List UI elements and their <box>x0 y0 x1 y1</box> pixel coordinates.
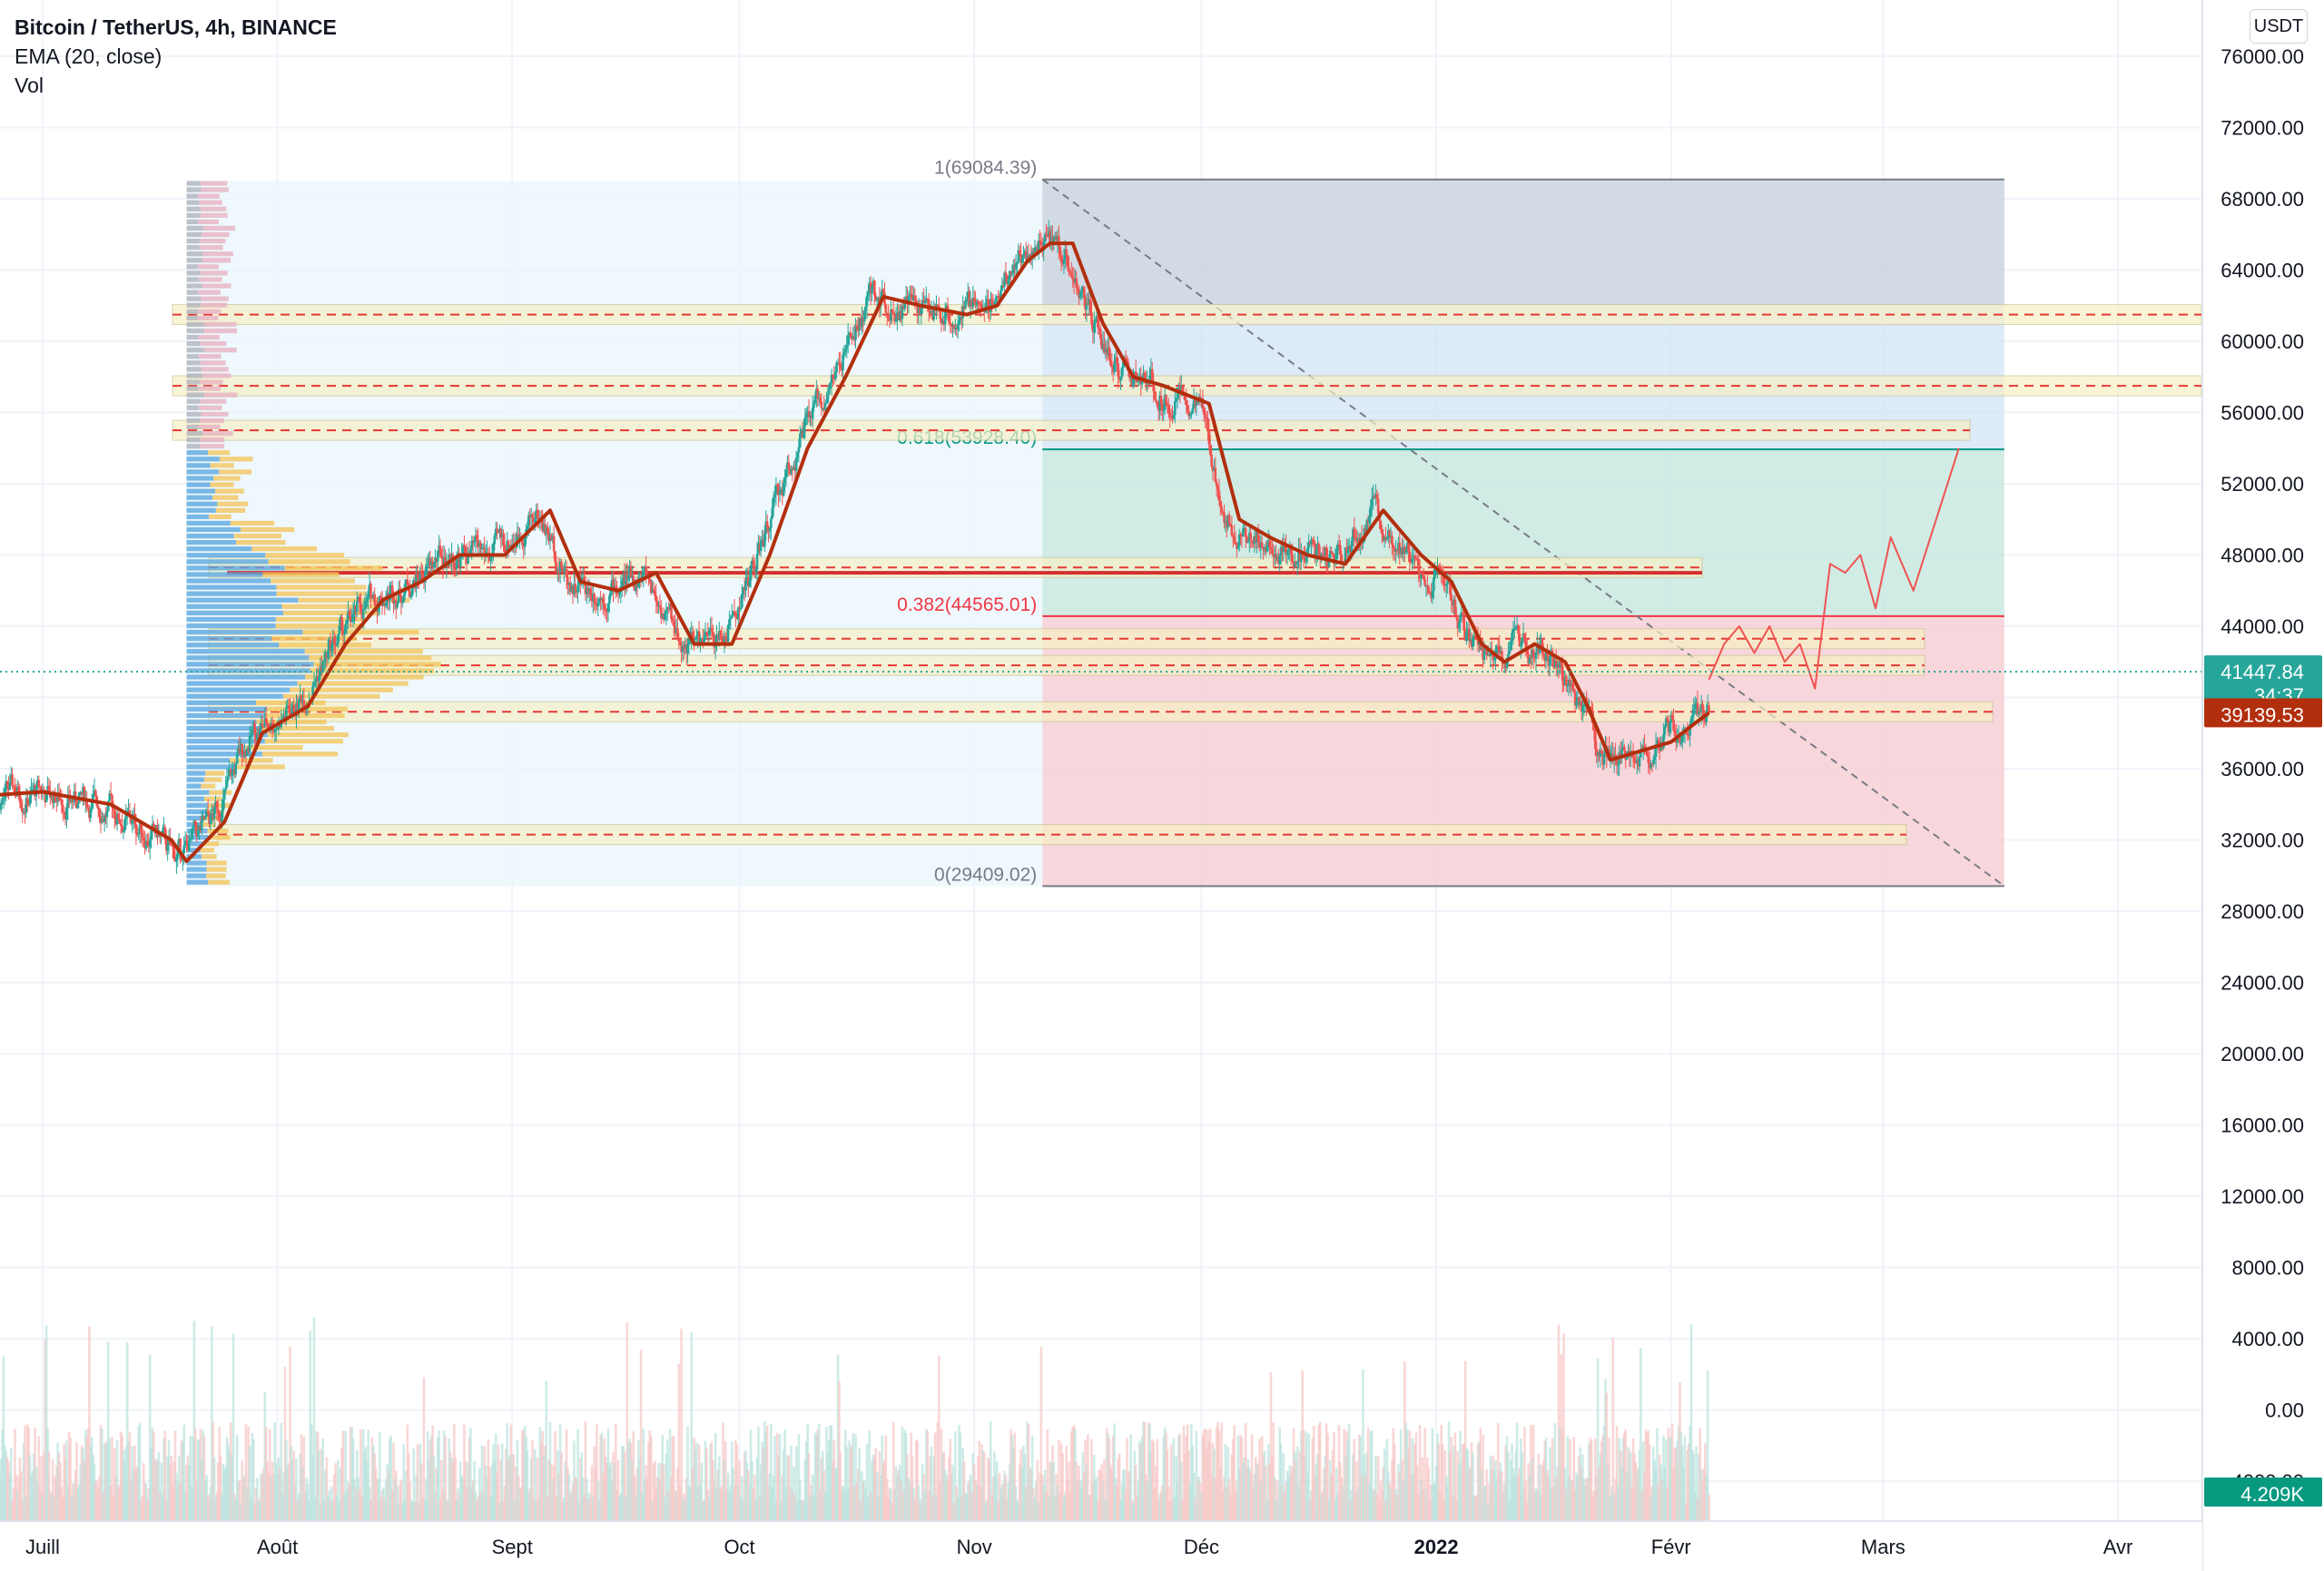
fib-level-label: 0(29409.02) <box>934 864 1037 885</box>
price-tick-label: 20000.00 <box>2221 1043 2304 1065</box>
price-tick-label: 68000.00 <box>2221 188 2304 211</box>
time-tick-label: Févr <box>1651 1536 1691 1558</box>
price-tick-label: 16000.00 <box>2221 1114 2304 1137</box>
price-tick-label: 12000.00 <box>2221 1185 2304 1208</box>
time-tick-label: Nov <box>957 1536 992 1558</box>
price-tick-label: 60000.00 <box>2221 330 2304 353</box>
price-tick-label: 4000.00 <box>2231 1328 2304 1350</box>
fib-zone-top-shade <box>1042 179 2004 306</box>
price-tick-label: 36000.00 <box>2221 758 2304 781</box>
price-tick-label: 28000.00 <box>2221 900 2304 923</box>
fib-level-label: 1(69084.39) <box>934 158 1037 179</box>
fibonacci-retracement[interactable]: 1(69084.39)0.618(53928.40)0.382(44565.01… <box>897 158 2005 888</box>
chart-legend: Bitcoin / TetherUS, 4h, BINANCE EMA (20,… <box>15 13 337 100</box>
price-tick-label: 8000.00 <box>2231 1257 2304 1280</box>
volume-indicator-label[interactable]: Vol <box>15 74 44 97</box>
time-tick-label: 2022 <box>1414 1536 1459 1558</box>
volume-profile-area <box>186 181 1043 887</box>
time-tick-label: Sept <box>492 1536 533 1558</box>
time-tick-label: Avr <box>2103 1536 2133 1558</box>
price-tick-label: 32000.00 <box>2221 830 2304 852</box>
svg-text:4.209K: 4.209K <box>2240 1483 2304 1506</box>
price-tick-label: 24000.00 <box>2221 972 2304 995</box>
fib-level-label: 0.382(44565.01) <box>897 594 1037 615</box>
price-tick-label: 44000.00 <box>2221 615 2304 638</box>
time-tick-label: Juill <box>25 1536 60 1558</box>
price-zone <box>172 304 2202 326</box>
price-tick-label: 72000.00 <box>2221 117 2304 140</box>
price-tick-label: 76000.00 <box>2221 45 2304 68</box>
time-tick-label: Mars <box>1861 1536 1905 1558</box>
svg-text:39139.53: 39139.53 <box>2221 703 2304 726</box>
time-tick-label: Août <box>257 1536 298 1558</box>
symbol-title[interactable]: Bitcoin / TetherUS, 4h, BINANCE <box>15 15 337 39</box>
time-tick-label: Oct <box>724 1536 754 1558</box>
projection-line[interactable] <box>1708 447 1960 690</box>
price-tick-label: 0.00 <box>2265 1399 2304 1422</box>
fib-zone-middle <box>1042 449 2004 616</box>
ema-line[interactable] <box>0 241 1710 863</box>
price-tick-label: 56000.00 <box>2221 402 2304 425</box>
price-zone <box>172 375 2202 397</box>
ema-indicator-label[interactable]: EMA (20, close) <box>15 44 162 68</box>
price-tick-label: 64000.00 <box>2221 260 2304 282</box>
ema-value-badge: 39139.53 <box>2204 698 2322 728</box>
volume-value-badge: 4.209K <box>2204 1478 2322 1507</box>
time-axis[interactable]: Juill Août Sept Oct Nov Déc 2022 Févr Mars Avr <box>0 1520 2202 1571</box>
svg-text:41447.84: 41447.84 <box>2221 661 2304 683</box>
fib-trend-line[interactable] <box>1041 178 2005 888</box>
price-axis[interactable]: 76000.00 72000.00 68000.00 64000.00 60000.00… <box>2201 0 2324 1571</box>
currency-unit-button[interactable]: USDT <box>2250 9 2308 44</box>
price-tick-label: 52000.00 <box>2221 473 2304 496</box>
price-tick-label: 48000.00 <box>2221 545 2304 567</box>
volume-bars <box>0 1317 1710 1521</box>
volume-profile-histogram <box>186 181 441 885</box>
time-tick-label: Déc <box>1184 1536 1219 1558</box>
